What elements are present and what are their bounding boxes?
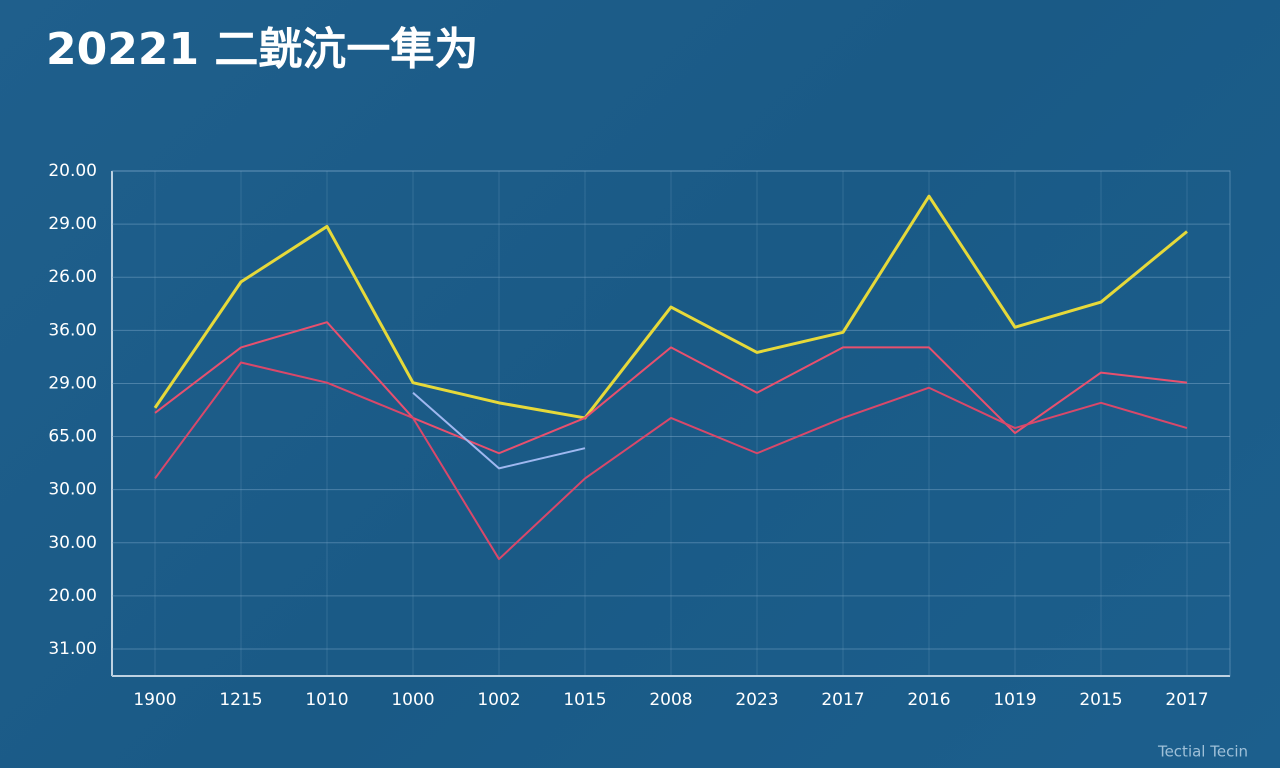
- series-line: [154, 321, 1188, 455]
- y-tick-label: 30.00: [48, 533, 97, 553]
- y-tick-label: 20.00: [48, 586, 97, 606]
- x-tick-label: 1000: [391, 690, 434, 710]
- series-line: [154, 361, 1188, 561]
- x-tick-label: 1019: [993, 690, 1036, 710]
- y-tick-label: 29.00: [48, 214, 97, 234]
- x-tick-label: 1215: [219, 690, 262, 710]
- y-tick-label: 65.00: [48, 427, 97, 447]
- x-tick-label: 1900: [133, 690, 176, 710]
- x-tick-label: 2016: [907, 690, 950, 710]
- x-tick-label: 2017: [1165, 690, 1208, 710]
- series-line: [153, 194, 1188, 420]
- y-tick-label: 30.00: [48, 480, 97, 500]
- x-tick-label: 1002: [477, 690, 520, 710]
- chart-title: 20221 二皝沆一隼为: [46, 24, 478, 75]
- y-tick-label: 31.00: [48, 639, 97, 659]
- x-tick-label: 2008: [649, 690, 692, 710]
- x-tick-label: 2017: [821, 690, 864, 710]
- y-tick-label: 29.00: [48, 373, 97, 393]
- y-tick-label: 20.00: [48, 161, 97, 181]
- x-tick-label: 1015: [563, 690, 606, 710]
- x-tick-label: 1010: [305, 690, 348, 710]
- watermark: Tectial Tecin: [1157, 743, 1248, 761]
- y-tick-label: 26.00: [48, 267, 97, 287]
- x-tick-label: 2015: [1079, 690, 1122, 710]
- y-tick-label: 36.00: [48, 320, 97, 340]
- series-line: [412, 392, 586, 470]
- x-tick-label: 2023: [735, 690, 778, 710]
